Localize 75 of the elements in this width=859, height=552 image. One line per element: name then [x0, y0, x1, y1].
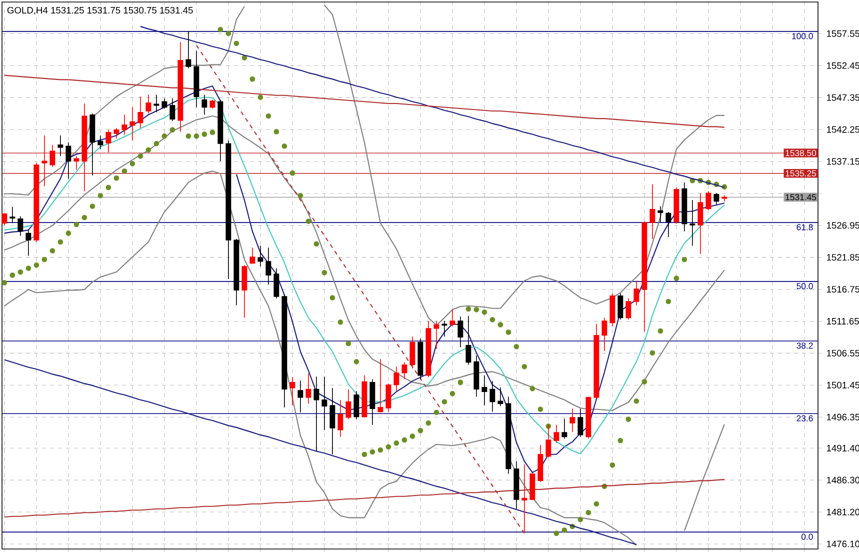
annotation: 50.0	[796, 283, 813, 290]
candlestick	[314, 376, 320, 452]
candlestick	[26, 230, 32, 256]
candlestick	[386, 383, 392, 412]
candlestick	[706, 190, 712, 210]
candlestick	[554, 424, 560, 443]
chart-title: GOLD,H4 1531.25 1531.75 1530.75 1531.45	[7, 6, 193, 15]
candlestick	[562, 418, 568, 440]
candlestick	[346, 388, 352, 420]
candlestick	[458, 316, 464, 348]
candlestick	[434, 320, 440, 350]
candlestick	[498, 386, 504, 407]
candlestick	[98, 135, 104, 150]
candlestick	[258, 245, 264, 267]
candlestick	[322, 376, 328, 430]
candlestick	[50, 144, 56, 168]
annotation: 61.8	[796, 224, 813, 230]
y-tick-label: 1511.65	[826, 318, 859, 325]
candlestick	[2, 212, 8, 226]
line-series	[4, 359, 637, 546]
candlestick	[106, 129, 112, 153]
candlestick	[338, 399, 344, 438]
annotation: 38.2	[796, 342, 813, 349]
candlestick	[618, 292, 624, 320]
candlestick	[138, 96, 144, 128]
candlestick	[298, 380, 304, 413]
candlestick	[402, 362, 408, 380]
candlestick	[378, 358, 384, 413]
candlestick	[306, 373, 312, 404]
candlestick	[522, 464, 528, 532]
candlestick	[114, 128, 120, 139]
candlestick	[122, 114, 128, 136]
candlestick	[626, 298, 632, 320]
candlestick	[482, 375, 488, 406]
annotation: 23.6	[796, 415, 813, 422]
candlestick	[714, 192, 720, 205]
candlestick	[10, 206, 16, 224]
candlestick	[202, 94, 208, 116]
candlestick	[130, 106, 136, 141]
candlestick	[242, 264, 248, 318]
candlestick	[330, 388, 336, 455]
candlestick	[42, 135, 48, 187]
candlestick	[74, 156, 80, 170]
ref-line-label: 1531.45	[786, 194, 816, 200]
candlestick	[250, 247, 256, 264]
candlestick	[354, 390, 360, 420]
candlestick	[602, 317, 608, 352]
candlestick	[162, 98, 168, 109]
candlestick	[146, 94, 152, 114]
candlestick	[266, 247, 272, 285]
candlestick	[394, 366, 400, 392]
candlestick	[466, 316, 472, 366]
candlestick	[170, 98, 176, 122]
candlestick	[658, 206, 664, 223]
annotation: 0.0	[801, 534, 813, 540]
candlestick	[450, 309, 456, 327]
candlestick	[58, 135, 64, 157]
candlestick	[570, 408, 576, 432]
ref-line-label: 1535.25	[786, 170, 816, 176]
candlestick	[274, 268, 280, 299]
candlestick	[186, 31, 192, 69]
candlestick	[490, 380, 496, 412]
candlestick	[442, 320, 448, 337]
candlestick	[690, 200, 696, 246]
ref-line-label: 1538.50	[786, 150, 816, 156]
candlestick	[634, 280, 640, 306]
candlestick	[410, 336, 416, 369]
candlestick	[698, 192, 704, 254]
candlestick	[666, 211, 672, 238]
candlestick	[650, 184, 656, 240]
candlestick	[578, 408, 584, 438]
candlestick	[66, 142, 72, 180]
candlestick	[18, 216, 24, 236]
annotation: 100.0	[792, 33, 813, 40]
candlestick	[290, 376, 296, 406]
